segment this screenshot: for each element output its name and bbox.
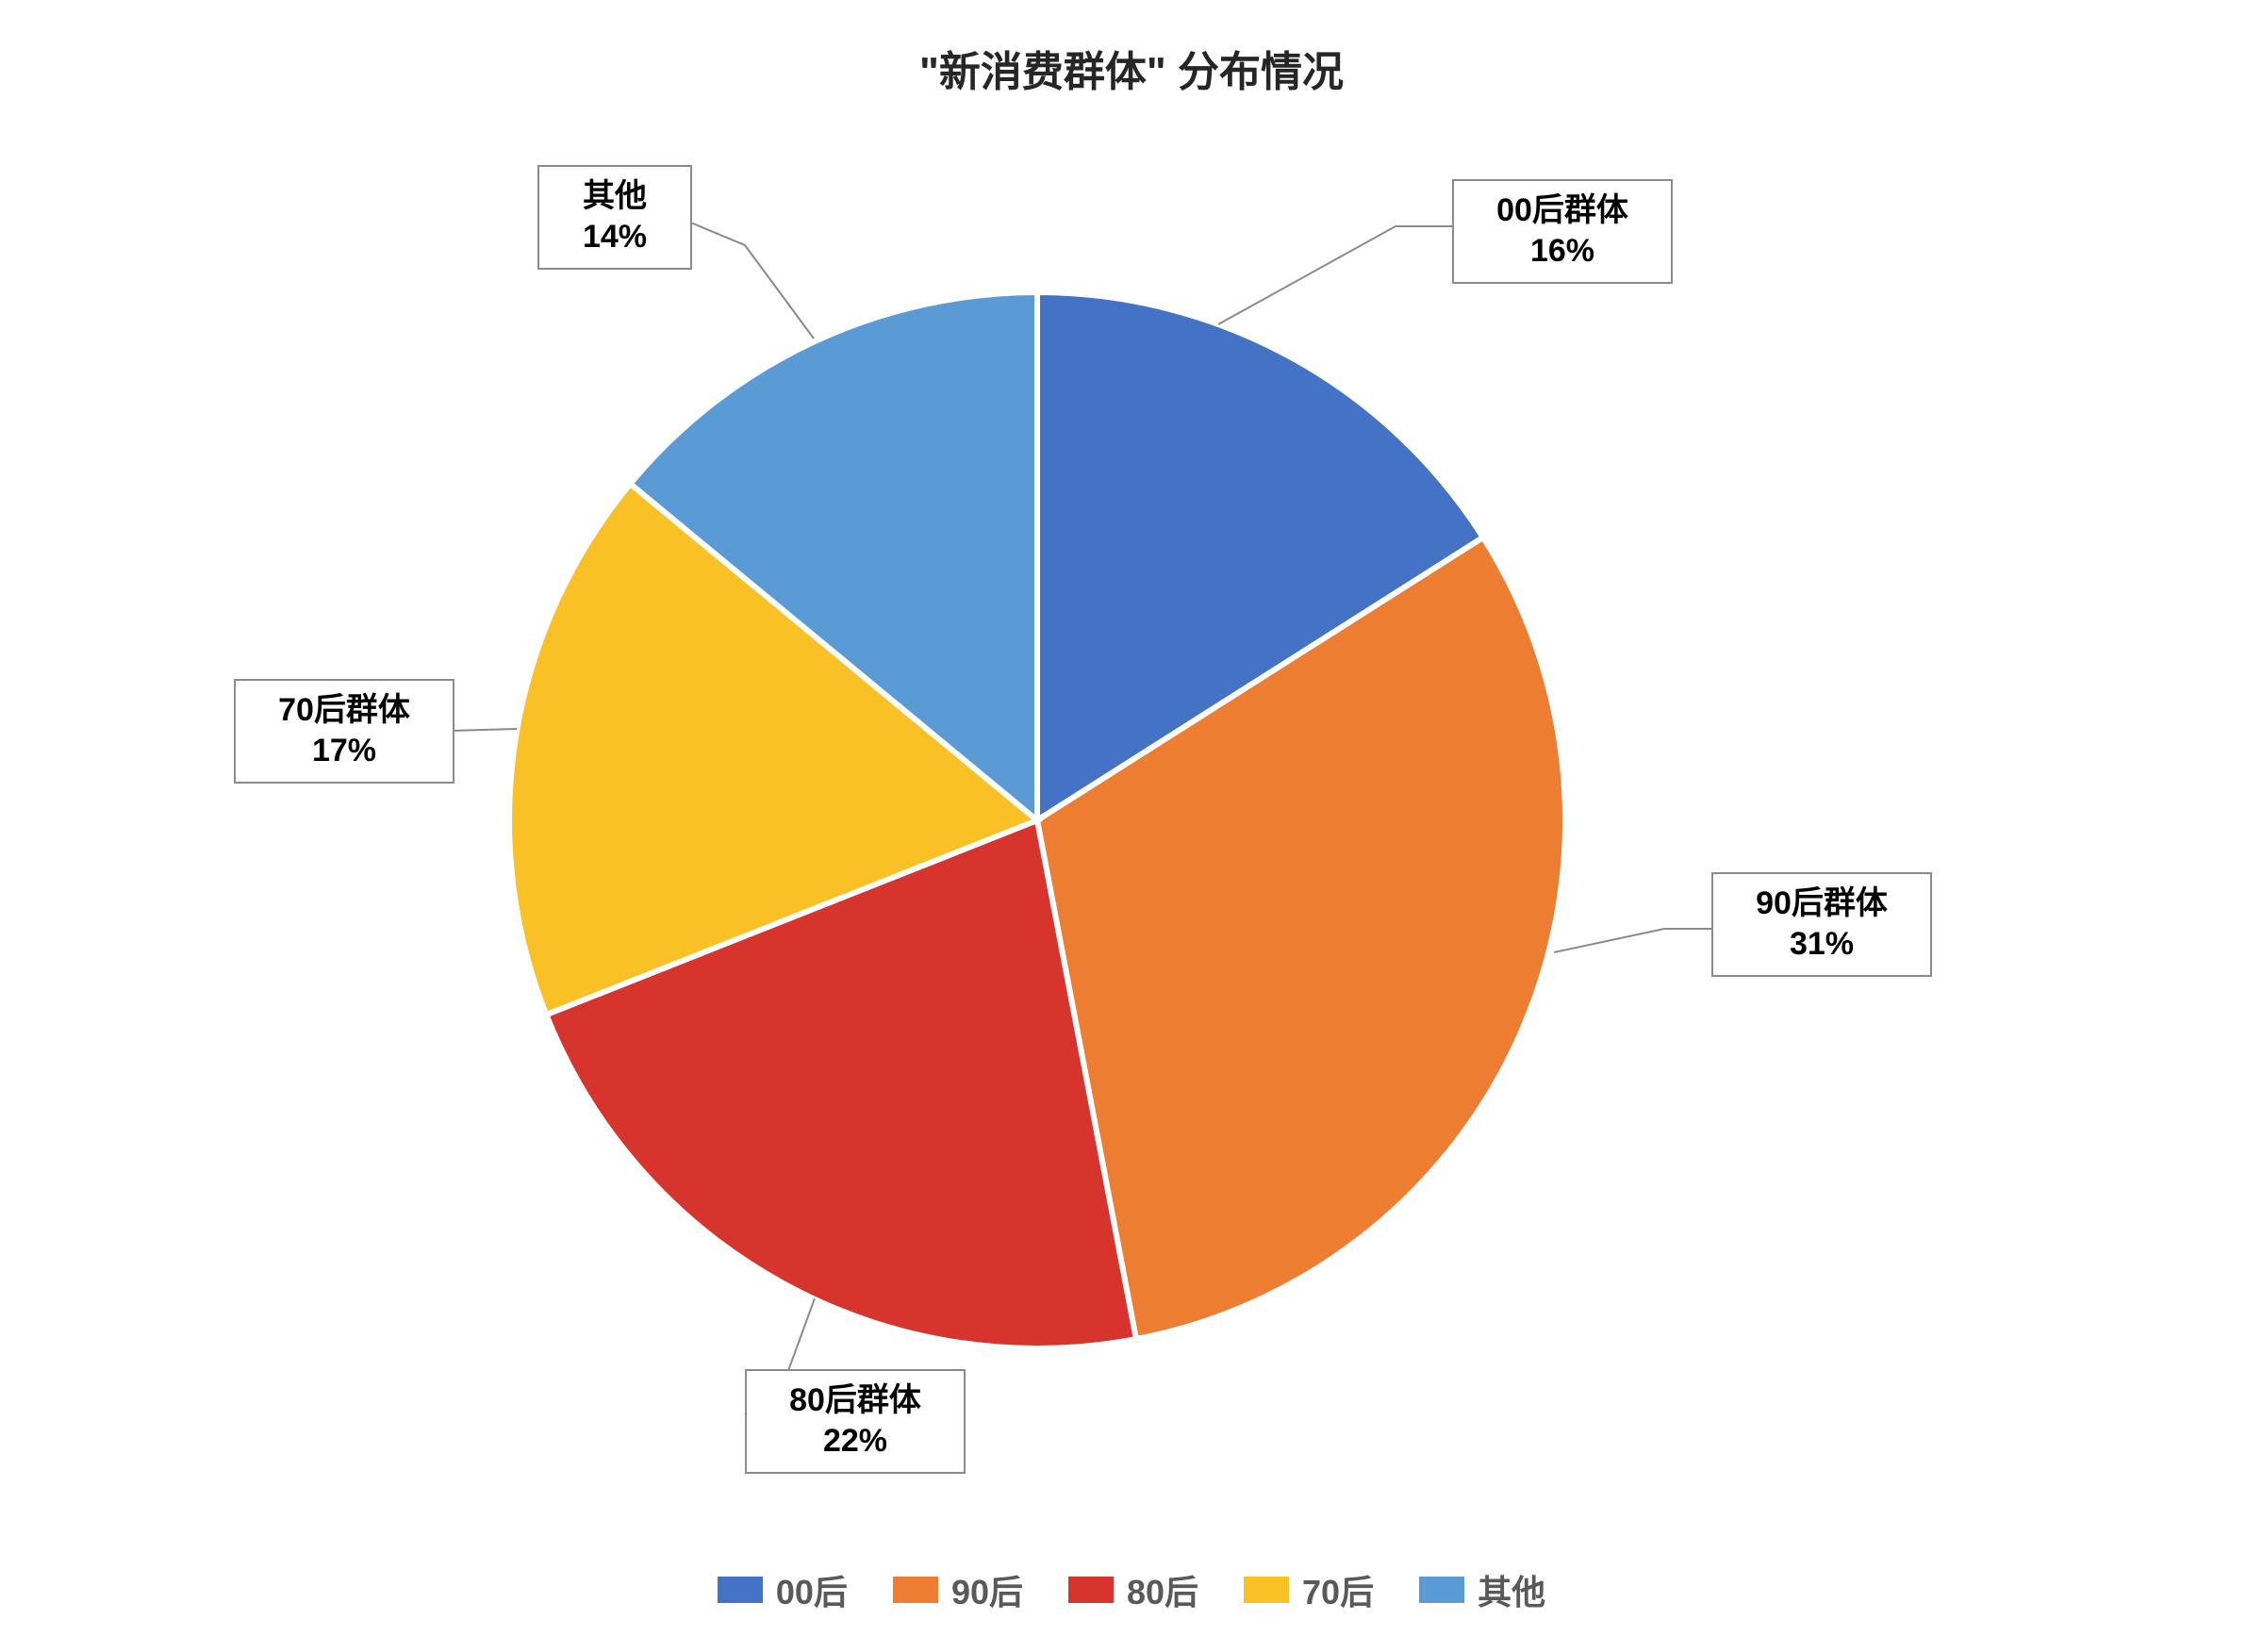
pie-chart-svg bbox=[0, 0, 2263, 1652]
legend-item-70后: 70后 bbox=[1244, 1565, 1374, 1614]
callout-pct: 31% bbox=[1732, 924, 1911, 965]
legend-label: 其他 bbox=[1478, 1565, 1545, 1614]
legend-item-90后: 90后 bbox=[893, 1565, 1023, 1614]
legend-swatch bbox=[1419, 1577, 1464, 1603]
legend-swatch bbox=[718, 1577, 763, 1603]
legend-swatch bbox=[1068, 1577, 1114, 1603]
callout-box-80后: 80后群体22% bbox=[745, 1369, 966, 1474]
legend-item-00后: 00后 bbox=[718, 1565, 848, 1614]
callout-name: 00后群体 bbox=[1473, 190, 1652, 231]
callout-leader-其他 bbox=[688, 222, 814, 339]
callout-name: 其他 bbox=[558, 176, 671, 217]
legend-label: 90后 bbox=[951, 1565, 1023, 1614]
callout-pct: 22% bbox=[766, 1421, 945, 1462]
legend-item-其他: 其他 bbox=[1419, 1565, 1545, 1614]
callout-name: 90后群体 bbox=[1732, 884, 1911, 924]
callout-leader-70后 bbox=[451, 729, 517, 731]
callout-name: 70后群体 bbox=[255, 690, 434, 731]
legend-label: 00后 bbox=[776, 1565, 848, 1614]
legend-swatch bbox=[893, 1577, 938, 1603]
callout-box-00后: 00后群体16% bbox=[1452, 179, 1673, 284]
legend-item-80后: 80后 bbox=[1068, 1565, 1198, 1614]
callout-leader-90后 bbox=[1554, 929, 1711, 952]
callout-pct: 14% bbox=[558, 217, 671, 257]
callout-box-70后: 70后群体17% bbox=[234, 679, 454, 784]
callout-leader-00后 bbox=[1218, 226, 1452, 324]
pie-chart-container: "新消费群体" 分布情况 00后群体16% 90后群体31% 80后群体22% 70后… bbox=[0, 0, 2263, 1652]
legend-swatch bbox=[1244, 1577, 1289, 1603]
legend: 00后 90后 80后 70后 其他 bbox=[0, 1565, 2263, 1614]
callout-pct: 16% bbox=[1473, 231, 1652, 272]
legend-label: 80后 bbox=[1127, 1565, 1198, 1614]
chart-title: "新消费群体" 分布情况 bbox=[0, 38, 2263, 98]
callout-name: 80后群体 bbox=[766, 1380, 945, 1421]
legend-label: 70后 bbox=[1302, 1565, 1374, 1614]
callout-box-其他: 其他14% bbox=[537, 165, 692, 270]
callout-pct: 17% bbox=[255, 731, 434, 771]
callout-box-90后: 90后群体31% bbox=[1711, 872, 1932, 977]
